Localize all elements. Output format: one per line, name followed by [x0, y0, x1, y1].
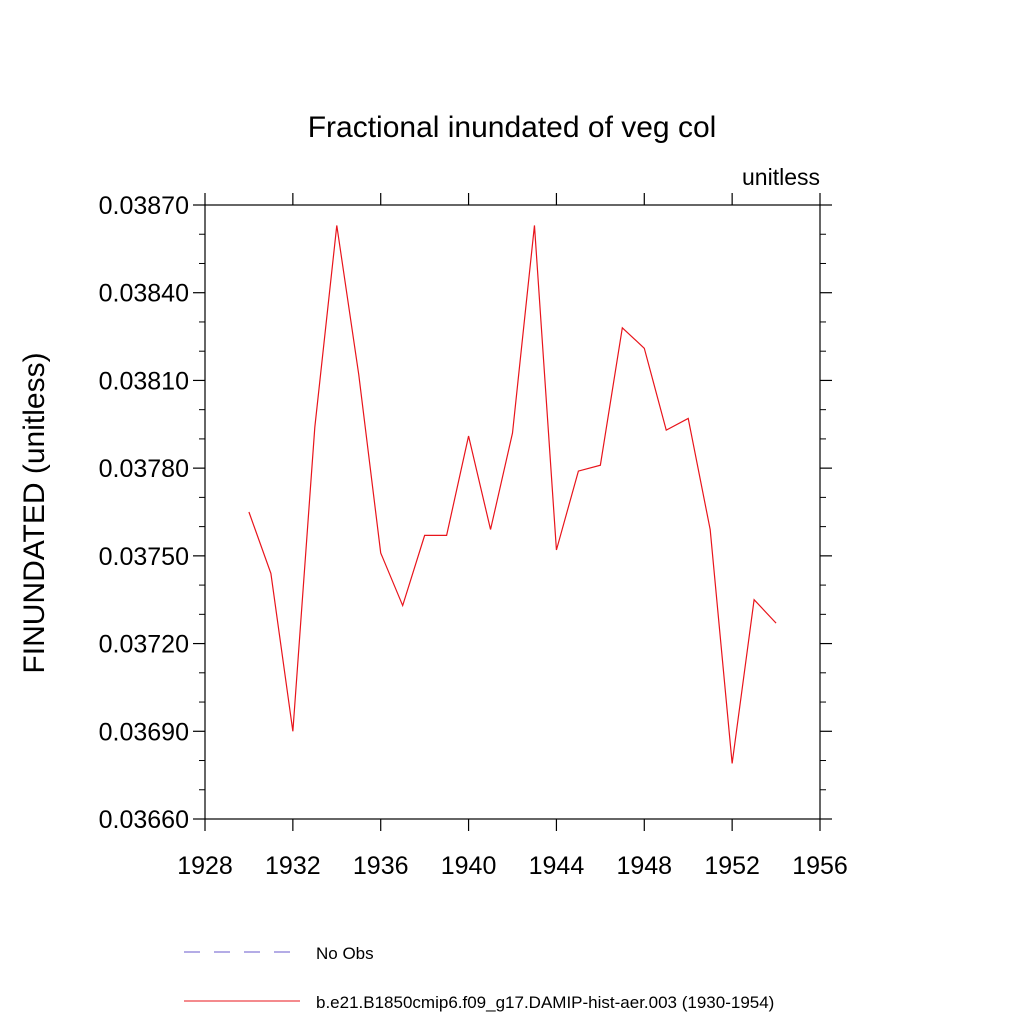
- x-tick-label: 1936: [353, 852, 409, 880]
- plot-frame: [204, 204, 821, 820]
- y-tick-label: 0.03720: [99, 631, 189, 659]
- y-tick-label: 0.03690: [99, 718, 189, 746]
- y-tick-label: 0.03660: [99, 806, 189, 834]
- y-tick-label: 0.03780: [99, 455, 189, 483]
- x-tick-label: 1948: [616, 852, 672, 880]
- y-tick-label: 0.03870: [99, 192, 189, 220]
- x-tick-label: 1956: [792, 852, 848, 880]
- units-label: unitless: [742, 164, 820, 190]
- x-axis: 1928 1932 1936 1940 1944 1948 1952 1956: [177, 193, 848, 880]
- y-axis: 0.03660 0.03690 0.03720 0.03750 0.03780 0.038…: [99, 192, 832, 834]
- y-tick-label: 0.03840: [99, 280, 189, 308]
- series-group: [248, 225, 777, 764]
- y-tick-label: 0.03750: [99, 543, 189, 571]
- legend: No Obs b.e21.B1850cmip6.f09_g17.DAMIP-his…: [184, 944, 774, 1012]
- x-tick-label: 1944: [529, 852, 585, 880]
- x-tick-label: 1952: [704, 852, 760, 880]
- y-tick-label: 0.03810: [99, 367, 189, 395]
- chart-title: Fractional inundated of veg col: [308, 111, 717, 144]
- legend-label: b.e21.B1850cmip6.f09_g17.DAMIP-hist-aer.…: [316, 993, 774, 1012]
- x-tick-label: 1940: [441, 852, 497, 880]
- y-axis-label: FINUNDATED (unitless): [18, 352, 51, 673]
- x-tick-label: 1928: [177, 852, 233, 880]
- legend-label: No Obs: [316, 944, 374, 963]
- x-tick-label: 1932: [265, 852, 321, 880]
- series-line: [248, 225, 777, 764]
